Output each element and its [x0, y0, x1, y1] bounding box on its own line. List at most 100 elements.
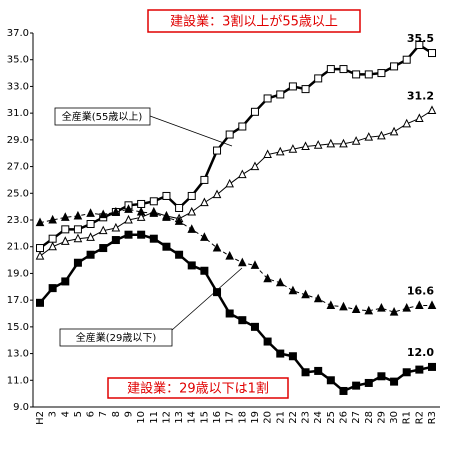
data-point [390, 377, 399, 386]
data-point [162, 191, 171, 200]
data-point [364, 305, 374, 315]
data-point [250, 260, 260, 269]
data-point [427, 105, 437, 114]
data-point [36, 298, 44, 307]
data-point [389, 307, 399, 316]
data-point [60, 236, 70, 245]
data-point [225, 130, 234, 139]
data-point [275, 146, 285, 156]
x-tick-label: 16 [212, 411, 223, 424]
data-point [162, 242, 171, 251]
data-point [364, 378, 373, 387]
data-point [326, 65, 335, 74]
x-tick-label: 10 [136, 411, 147, 424]
y-tick-label: 23.0 [7, 215, 29, 226]
x-tick-label: 25 [326, 411, 337, 424]
x-tick-label: 20 [263, 411, 274, 424]
series-label: 全産業(55歳以上) [62, 110, 143, 123]
data-point [149, 234, 158, 243]
x-tick-label: 8 [111, 411, 122, 417]
data-point [99, 244, 108, 253]
callout-box [54, 107, 151, 126]
data-point [111, 236, 120, 245]
x-tick-label: 6 [86, 411, 97, 417]
annotation: 建設業：29歳以下は1割 [127, 381, 269, 397]
data-point [212, 189, 222, 199]
data-point [263, 94, 272, 103]
data-point [200, 232, 209, 241]
data-point [390, 62, 399, 71]
x-tick-label: 3 [48, 411, 59, 417]
data-point [175, 203, 184, 212]
data-point [200, 175, 209, 184]
chart-title: 建設業：3割以上が55歳以上 [170, 14, 338, 30]
x-tick-label: 7 [98, 411, 109, 417]
data-point [313, 140, 323, 149]
data-point [212, 242, 222, 252]
end-label: 16.6 [407, 284, 434, 297]
data-point [200, 197, 209, 207]
data-point [288, 285, 298, 295]
y-tick-label: 17.0 [7, 295, 29, 306]
x-tick-label: 17 [225, 411, 236, 424]
data-point [86, 208, 95, 217]
end-label: 35.5 [407, 32, 434, 45]
y-tick-label: 35.0 [7, 55, 29, 66]
callout-box [59, 328, 173, 347]
data-point [86, 232, 95, 241]
data-point [124, 230, 133, 239]
data-point [238, 316, 247, 325]
data-point [263, 149, 272, 159]
series-line [39, 43, 433, 250]
data-point [200, 266, 209, 275]
data-point [60, 212, 70, 221]
x-tick-label: 23 [301, 411, 312, 424]
y-tick-label: 15.0 [7, 322, 29, 333]
data-point [149, 197, 158, 206]
data-point [326, 138, 336, 148]
data-point [36, 244, 44, 253]
data-point [288, 82, 297, 91]
data-point [124, 204, 133, 213]
leader-line [149, 115, 233, 147]
data-point [301, 368, 310, 377]
x-tick-label: 13 [174, 411, 185, 424]
data-point [238, 122, 247, 131]
data-point [427, 300, 437, 309]
data-point [275, 277, 285, 287]
data-point [137, 230, 146, 239]
data-point [352, 381, 361, 390]
data-point [175, 250, 184, 259]
data-point [250, 322, 259, 331]
x-tick-label: 28 [364, 411, 375, 424]
data-point [98, 209, 108, 219]
data-point [187, 261, 196, 270]
x-tick-label: 18 [237, 411, 248, 424]
data-point [238, 169, 247, 179]
data-point [339, 138, 348, 148]
data-point [339, 386, 348, 395]
y-tick-label: 27.0 [7, 162, 29, 173]
data-point [149, 208, 159, 217]
data-point [402, 368, 411, 377]
data-point [111, 222, 121, 232]
data-point [48, 241, 57, 251]
data-point [136, 206, 146, 216]
x-tick-label: 15 [199, 411, 210, 424]
data-point [377, 69, 386, 78]
x-tick-label: R2 [414, 411, 425, 424]
data-point [352, 70, 361, 79]
data-point [61, 225, 70, 234]
data-point [377, 130, 386, 140]
data-point [402, 118, 412, 128]
data-point [263, 273, 272, 283]
x-tick-label: R3 [427, 411, 438, 424]
data-point [162, 212, 171, 221]
data-point [35, 250, 45, 260]
data-point [238, 257, 247, 267]
y-tick-label: 29.0 [7, 135, 29, 146]
data-point [415, 300, 424, 309]
data-point [428, 49, 436, 58]
data-point [339, 301, 348, 311]
